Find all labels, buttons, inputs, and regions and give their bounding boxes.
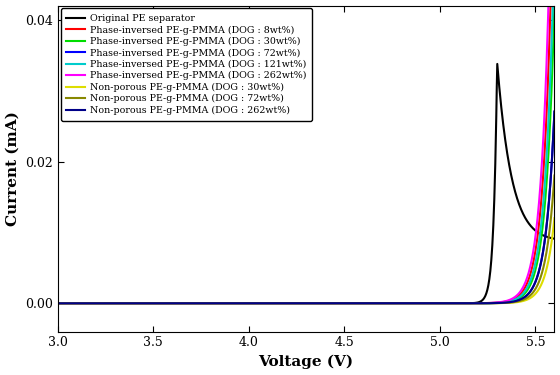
Original PE separator: [442, 301, 449, 306]
Phase-inversed PE-g-PMMA (DOG : 8wt%): (4.15, 0): 8wt%): (4.15, 0): [273, 301, 280, 306]
Original PE separator: [551, 236, 558, 241]
Y-axis label: Current (mA): Current (mA): [6, 111, 20, 226]
Phase-inversed PE-g-PMMA (DOG : 30wt%): (3.27, 0): 30wt%): (3.27, 0): [105, 301, 112, 306]
Line: Phase-inversed PE-g-PMMA (DOG : 262wt%): Phase-inversed PE-g-PMMA (DOG : 262wt%): [58, 0, 554, 303]
Non-porous PE-g-PMMA (DOG : 72wt%): (4.15, 0): 72wt%): (4.15, 0): [273, 301, 280, 306]
Non-porous PE-g-PMMA (DOG : 72wt%): (5.6, 0.018): 72wt%): (5.6, 0.018): [551, 173, 558, 178]
X-axis label: Voltage (V): Voltage (V): [259, 355, 354, 369]
Non-porous PE-g-PMMA (DOG : 30wt%): (5.07, 0): 30wt%): (5.07, 0): [451, 301, 458, 306]
Phase-inversed PE-g-PMMA (DOG : 8wt%): (4.79, 0): 8wt%): (4.79, 0): [395, 301, 402, 306]
Non-porous PE-g-PMMA (DOG : 30wt%): (3.27, 0): 30wt%): (3.27, 0): [105, 301, 112, 306]
Non-porous PE-g-PMMA (DOG : 262wt%): (5.03, 0): 262wt%): (5.03, 0): [442, 301, 449, 306]
Phase-inversed PE-g-PMMA (DOG : 262wt%): (5.07, 5.56e-07): 262wt%): (5.07, 5.56e-07): [451, 301, 458, 306]
Line: Non-porous PE-g-PMMA (DOG : 30wt%): Non-porous PE-g-PMMA (DOG : 30wt%): [58, 218, 554, 303]
Phase-inversed PE-g-PMMA (DOG : 8wt%): (4.05, 0): 8wt%): (4.05, 0): [255, 301, 262, 306]
Phase-inversed PE-g-PMMA (DOG : 262wt%): (5.03, 4.29e-08): 262wt%): (5.03, 4.29e-08): [442, 301, 449, 306]
Non-porous PE-g-PMMA (DOG : 262wt%): (4.05, 0): 262wt%): (4.05, 0): [255, 301, 262, 306]
Original PE separator: [273, 301, 280, 306]
Non-porous PE-g-PMMA (DOG : 72wt%): (5.07, 0): 72wt%): (5.07, 0): [451, 301, 458, 306]
Non-porous PE-g-PMMA (DOG : 262wt%): (3, 0): 262wt%): (3, 0): [54, 301, 61, 306]
Phase-inversed PE-g-PMMA (DOG : 262wt%): (3.27, 0): 262wt%): (3.27, 0): [105, 301, 112, 306]
Legend: Original PE separator, Phase-inversed PE-g-PMMA (DOG : 8wt%), Phase-inversed PE-: Original PE separator, Phase-inversed PE…: [60, 8, 312, 121]
Phase-inversed PE-g-PMMA (DOG : 72wt%): (4.79, 0): 72wt%): (4.79, 0): [395, 301, 402, 306]
Phase-inversed PE-g-PMMA (DOG : 121wt%): (4.79, 0): 121wt%): (4.79, 0): [395, 301, 402, 306]
Line: Phase-inversed PE-g-PMMA (DOG : 121wt%): Phase-inversed PE-g-PMMA (DOG : 121wt%): [58, 0, 554, 303]
Line: Original PE separator: Original PE separator: [58, 64, 554, 303]
Phase-inversed PE-g-PMMA (DOG : 8wt%): (5.03, 0): 8wt%): (5.03, 0): [442, 301, 449, 306]
Line: Phase-inversed PE-g-PMMA (DOG : 72wt%): Phase-inversed PE-g-PMMA (DOG : 72wt%): [58, 112, 554, 303]
Line: Non-porous PE-g-PMMA (DOG : 262wt%): Non-porous PE-g-PMMA (DOG : 262wt%): [58, 112, 554, 303]
Phase-inversed PE-g-PMMA (DOG : 8wt%): (5.07, 3.9e-07): 8wt%): (5.07, 3.9e-07): [451, 301, 458, 306]
Original PE separator: [395, 301, 402, 306]
Non-porous PE-g-PMMA (DOG : 262wt%): (4.15, 0): 262wt%): (4.15, 0): [273, 301, 280, 306]
Phase-inversed PE-g-PMMA (DOG : 30wt%): (5.03, 0): 30wt%): (5.03, 0): [442, 301, 449, 306]
Phase-inversed PE-g-PMMA (DOG : 262wt%): (4.05, 0): 262wt%): (4.05, 0): [255, 301, 262, 306]
Phase-inversed PE-g-PMMA (DOG : 262wt%): (3, 0): 262wt%): (3, 0): [54, 301, 61, 306]
Phase-inversed PE-g-PMMA (DOG : 30wt%): (3, 0): 30wt%): (3, 0): [54, 301, 61, 306]
Phase-inversed PE-g-PMMA (DOG : 121wt%): (4.15, 0): 121wt%): (4.15, 0): [273, 301, 280, 306]
Phase-inversed PE-g-PMMA (DOG : 72wt%): (5.03, 0): 72wt%): (5.03, 0): [442, 301, 449, 306]
Non-porous PE-g-PMMA (DOG : 262wt%): (4.79, 0): 262wt%): (4.79, 0): [395, 301, 402, 306]
Phase-inversed PE-g-PMMA (DOG : 121wt%): (5.03, 0): 121wt%): (5.03, 0): [442, 301, 449, 306]
Phase-inversed PE-g-PMMA (DOG : 30wt%): (5.6, 0.0421): 30wt%): (5.6, 0.0421): [551, 3, 558, 8]
Phase-inversed PE-g-PMMA (DOG : 8wt%): (3.27, 0): 8wt%): (3.27, 0): [105, 301, 112, 306]
Line: Non-porous PE-g-PMMA (DOG : 72wt%): Non-porous PE-g-PMMA (DOG : 72wt%): [58, 176, 554, 303]
Non-porous PE-g-PMMA (DOG : 72wt%): (3, 0): 72wt%): (3, 0): [54, 301, 61, 306]
Non-porous PE-g-PMMA (DOG : 262wt%): (5.6, 0.027): 262wt%): (5.6, 0.027): [551, 110, 558, 114]
Phase-inversed PE-g-PMMA (DOG : 8wt%): (3, 0): 8wt%): (3, 0): [54, 301, 61, 306]
Non-porous PE-g-PMMA (DOG : 30wt%): (4.15, 0): 30wt%): (4.15, 0): [273, 301, 280, 306]
Non-porous PE-g-PMMA (DOG : 72wt%): (5.03, 0): 72wt%): (5.03, 0): [442, 301, 449, 306]
Phase-inversed PE-g-PMMA (DOG : 121wt%): (3.27, 0): 121wt%): (3.27, 0): [105, 301, 112, 306]
Original PE separator: [54, 301, 61, 306]
Non-porous PE-g-PMMA (DOG : 262wt%): (5.07, 0): 262wt%): (5.07, 0): [451, 301, 458, 306]
Phase-inversed PE-g-PMMA (DOG : 262wt%): (4.79, 0): 262wt%): (4.79, 0): [395, 301, 402, 306]
Original PE separator: [451, 301, 458, 306]
Original PE separator: [255, 301, 262, 306]
Line: Phase-inversed PE-g-PMMA (DOG : 8wt%): Phase-inversed PE-g-PMMA (DOG : 8wt%): [58, 0, 554, 303]
Non-porous PE-g-PMMA (DOG : 30wt%): (4.05, 0): 30wt%): (4.05, 0): [255, 301, 262, 306]
Non-porous PE-g-PMMA (DOG : 72wt%): (3.27, 0): 72wt%): (3.27, 0): [105, 301, 112, 306]
Phase-inversed PE-g-PMMA (DOG : 72wt%): (5.07, 0): 72wt%): (5.07, 0): [451, 301, 458, 306]
Non-porous PE-g-PMMA (DOG : 262wt%): (3.27, 0): 262wt%): (3.27, 0): [105, 301, 112, 306]
Phase-inversed PE-g-PMMA (DOG : 72wt%): (3.27, 0): 72wt%): (3.27, 0): [105, 301, 112, 306]
Phase-inversed PE-g-PMMA (DOG : 72wt%): (5.6, 0.027): 72wt%): (5.6, 0.027): [551, 110, 558, 114]
Line: Phase-inversed PE-g-PMMA (DOG : 30wt%): Phase-inversed PE-g-PMMA (DOG : 30wt%): [58, 5, 554, 303]
Phase-inversed PE-g-PMMA (DOG : 30wt%): (5.07, 3.58e-08): 30wt%): (5.07, 3.58e-08): [451, 301, 458, 306]
Phase-inversed PE-g-PMMA (DOG : 72wt%): (4.05, 0): 72wt%): (4.05, 0): [255, 301, 262, 306]
Phase-inversed PE-g-PMMA (DOG : 72wt%): (3, 0): 72wt%): (3, 0): [54, 301, 61, 306]
Phase-inversed PE-g-PMMA (DOG : 30wt%): (4.05, 0): 30wt%): (4.05, 0): [255, 301, 262, 306]
Non-porous PE-g-PMMA (DOG : 30wt%): (5.6, 0.012): 30wt%): (5.6, 0.012): [551, 216, 558, 220]
Phase-inversed PE-g-PMMA (DOG : 30wt%): (4.79, 0): 30wt%): (4.79, 0): [395, 301, 402, 306]
Phase-inversed PE-g-PMMA (DOG : 121wt%): (4.05, 0): 121wt%): (4.05, 0): [255, 301, 262, 306]
Non-porous PE-g-PMMA (DOG : 30wt%): (5.03, 0): 30wt%): (5.03, 0): [442, 301, 449, 306]
Original PE separator: [105, 301, 112, 306]
Non-porous PE-g-PMMA (DOG : 72wt%): (4.79, 0): 72wt%): (4.79, 0): [395, 301, 402, 306]
Phase-inversed PE-g-PMMA (DOG : 262wt%): (4.15, 0): 262wt%): (4.15, 0): [273, 301, 280, 306]
Non-porous PE-g-PMMA (DOG : 30wt%): (3, 0): 30wt%): (3, 0): [54, 301, 61, 306]
Non-porous PE-g-PMMA (DOG : 30wt%): (4.79, 0): 30wt%): (4.79, 0): [395, 301, 402, 306]
Phase-inversed PE-g-PMMA (DOG : 72wt%): (4.15, 0): 72wt%): (4.15, 0): [273, 301, 280, 306]
Phase-inversed PE-g-PMMA (DOG : 121wt%): (3, 0): 121wt%): (3, 0): [54, 301, 61, 306]
Phase-inversed PE-g-PMMA (DOG : 30wt%): (4.15, 0): 30wt%): (4.15, 0): [273, 301, 280, 306]
Non-porous PE-g-PMMA (DOG : 72wt%): (4.05, 0): 72wt%): (4.05, 0): [255, 301, 262, 306]
Original PE separator: [494, 62, 501, 66]
Phase-inversed PE-g-PMMA (DOG : 121wt%): (5.07, 2e-07): 121wt%): (5.07, 2e-07): [451, 301, 458, 306]
